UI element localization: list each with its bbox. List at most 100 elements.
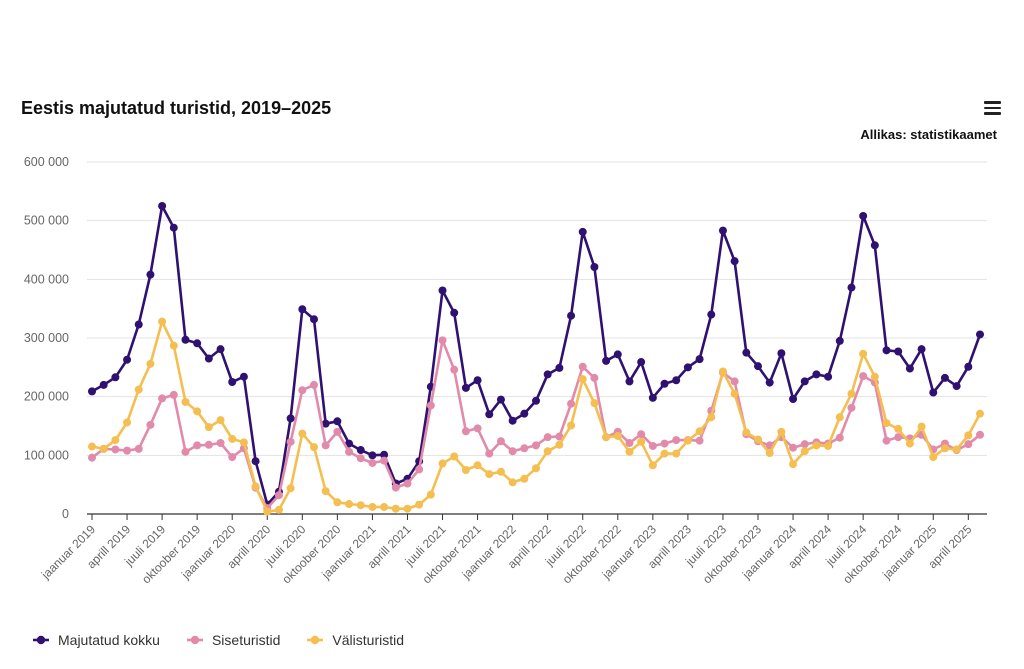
data-point [882,419,891,428]
data-point [169,341,178,350]
data-point [450,365,459,374]
chart-menu-icon[interactable] [984,101,1001,115]
data-point [228,453,237,462]
data-point [882,436,891,445]
data-point [368,502,377,511]
data-point [508,416,517,425]
data-point [543,433,552,442]
legend-label: Majutatud kokku [58,632,160,648]
data-point [321,487,330,496]
data-point [672,449,681,458]
data-point [648,441,657,450]
data-point [251,482,260,491]
legend-label: Välisturistid [332,632,405,648]
data-point [438,336,447,345]
legend-marker [186,635,203,645]
legend-item-2[interactable]: Siseturistid [186,632,280,648]
data-point [485,470,494,479]
data-point [111,445,120,454]
data-point [882,346,891,355]
data-point [508,447,517,456]
data-point [940,444,949,453]
data-point [625,447,634,456]
data-point [765,448,774,457]
data-point [894,424,903,433]
data-point [835,413,844,422]
data-point [952,445,961,454]
data-point [193,441,202,450]
data-point [976,430,984,439]
data-point [496,437,505,446]
data-point [298,386,307,395]
data-point [415,500,424,509]
data-point [356,501,365,510]
data-point [754,435,762,444]
data-point [964,362,973,371]
y-axis-ticks: 0 100 000 200 000 300 000 400 000 500 000 600 … [24,155,69,521]
data-point [274,491,283,500]
data-point [695,436,704,445]
data-point [602,356,611,365]
data-point [216,439,225,448]
data-point [181,397,190,406]
data-point [496,467,505,476]
data-point [940,373,949,382]
data-point [905,364,914,373]
data-point [789,395,798,404]
data-point [777,349,786,358]
legend-marker [307,635,324,645]
data-point [111,373,120,382]
data-point [847,403,856,412]
data-point [835,433,844,442]
y-tick-label: 600 000 [24,155,69,169]
legend-item-3[interactable]: Välisturistid [306,632,404,648]
data-point [637,358,646,367]
data-point [88,453,96,462]
data-point [800,377,809,386]
data-point [532,441,540,450]
data-point [964,431,973,440]
data-point [613,431,622,440]
series-lines [88,202,984,516]
data-point [193,407,202,416]
data-point [789,460,798,469]
data-point [625,439,634,448]
data-point [800,440,809,449]
y-tick-label: 500 000 [24,214,69,228]
data-point [158,202,167,210]
data-point [824,441,833,450]
data-point [345,500,354,509]
legend-item-1[interactable]: Majutatud kokku [32,632,160,648]
data-point [508,478,517,487]
data-point [718,226,727,235]
data-point [181,335,190,344]
chart-source: Allikas: statistikaamet [860,127,997,142]
data-point [461,427,470,436]
data-point [345,439,354,448]
data-point [590,399,599,408]
data-point [473,376,482,385]
data-point [158,317,167,326]
data-point [917,422,926,431]
data-point [134,444,143,453]
data-point [520,474,529,483]
data-point [637,430,646,439]
data-point [835,336,844,345]
data-point [286,414,295,423]
data-point [520,409,529,418]
data-point [742,348,751,357]
data-point [461,383,470,392]
data-point [555,440,564,449]
y-tick-label: 100 000 [24,448,69,462]
data-point [310,443,318,452]
data-point [847,389,856,398]
y-tick-label: 0 [62,507,69,521]
data-point [894,433,903,442]
data-point [590,373,599,382]
data-point [298,305,307,314]
data-point [228,378,237,386]
data-point [146,420,155,429]
data-point [333,427,342,436]
